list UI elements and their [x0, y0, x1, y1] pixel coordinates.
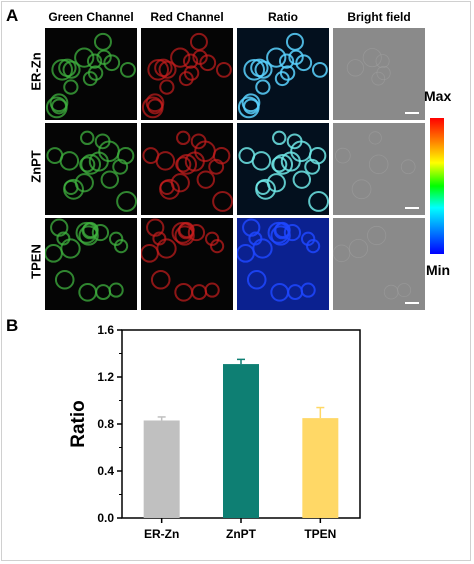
micrograph-znpt-green: [45, 123, 137, 215]
micrograph-tpen-ratio: [237, 218, 329, 310]
y-axis-label: Ratio: [68, 400, 89, 448]
bar-tpen: [302, 418, 339, 518]
colorbar-min-label: Min: [426, 262, 451, 278]
row-label-znpt: ZnPT: [28, 150, 44, 183]
col-header-green: Green Channel: [48, 10, 134, 24]
row-label-er-zn: ER-Zn: [28, 52, 44, 91]
colorbar-max-label: Max: [424, 88, 452, 104]
bar-znpt: [223, 364, 259, 518]
bar-chart: 0.0 0.4 0.8 1.2 1.6 ER-Zn ZnPT TPEN Ratio: [68, 323, 361, 541]
y-tick-label: 1.6: [97, 323, 114, 337]
scale-bar: [405, 302, 419, 304]
micrograph-tpen-green: [45, 218, 137, 310]
micrograph-er-zn-red: [141, 28, 233, 120]
scale-bar: [405, 207, 419, 209]
x-tick-label: ZnPT: [226, 527, 257, 541]
micrograph-tpen-bright: [333, 218, 425, 310]
y-tick-label: 1.2: [97, 370, 114, 384]
colorbar: [430, 118, 444, 254]
row-label-tpen: TPEN: [28, 244, 44, 279]
col-header-bright: Bright field: [347, 10, 411, 24]
y-tick-label: 0.4: [97, 464, 114, 478]
micrograph-er-zn-green: [45, 28, 137, 120]
micrograph-er-zn-bright: [333, 28, 425, 120]
col-header-ratio: Ratio: [268, 10, 298, 24]
x-tick-label: ER-Zn: [144, 527, 179, 541]
x-tick-label: TPEN: [304, 527, 336, 541]
y-tick-label: 0.8: [97, 417, 114, 431]
panel-b-letter: B: [6, 316, 19, 335]
scale-bar: [405, 112, 419, 114]
micrograph-znpt-red: [141, 123, 233, 215]
panel-a-letter: A: [6, 6, 19, 25]
col-header-red: Red Channel: [150, 10, 224, 24]
y-tick-label: 0.0: [97, 511, 114, 525]
bar-er-zn: [143, 420, 180, 518]
micrograph-znpt-bright: [333, 123, 425, 215]
micrograph-er-zn-ratio: [237, 28, 329, 120]
micrograph-znpt-ratio: [237, 123, 329, 215]
micrograph-tpen-red: [141, 218, 233, 310]
